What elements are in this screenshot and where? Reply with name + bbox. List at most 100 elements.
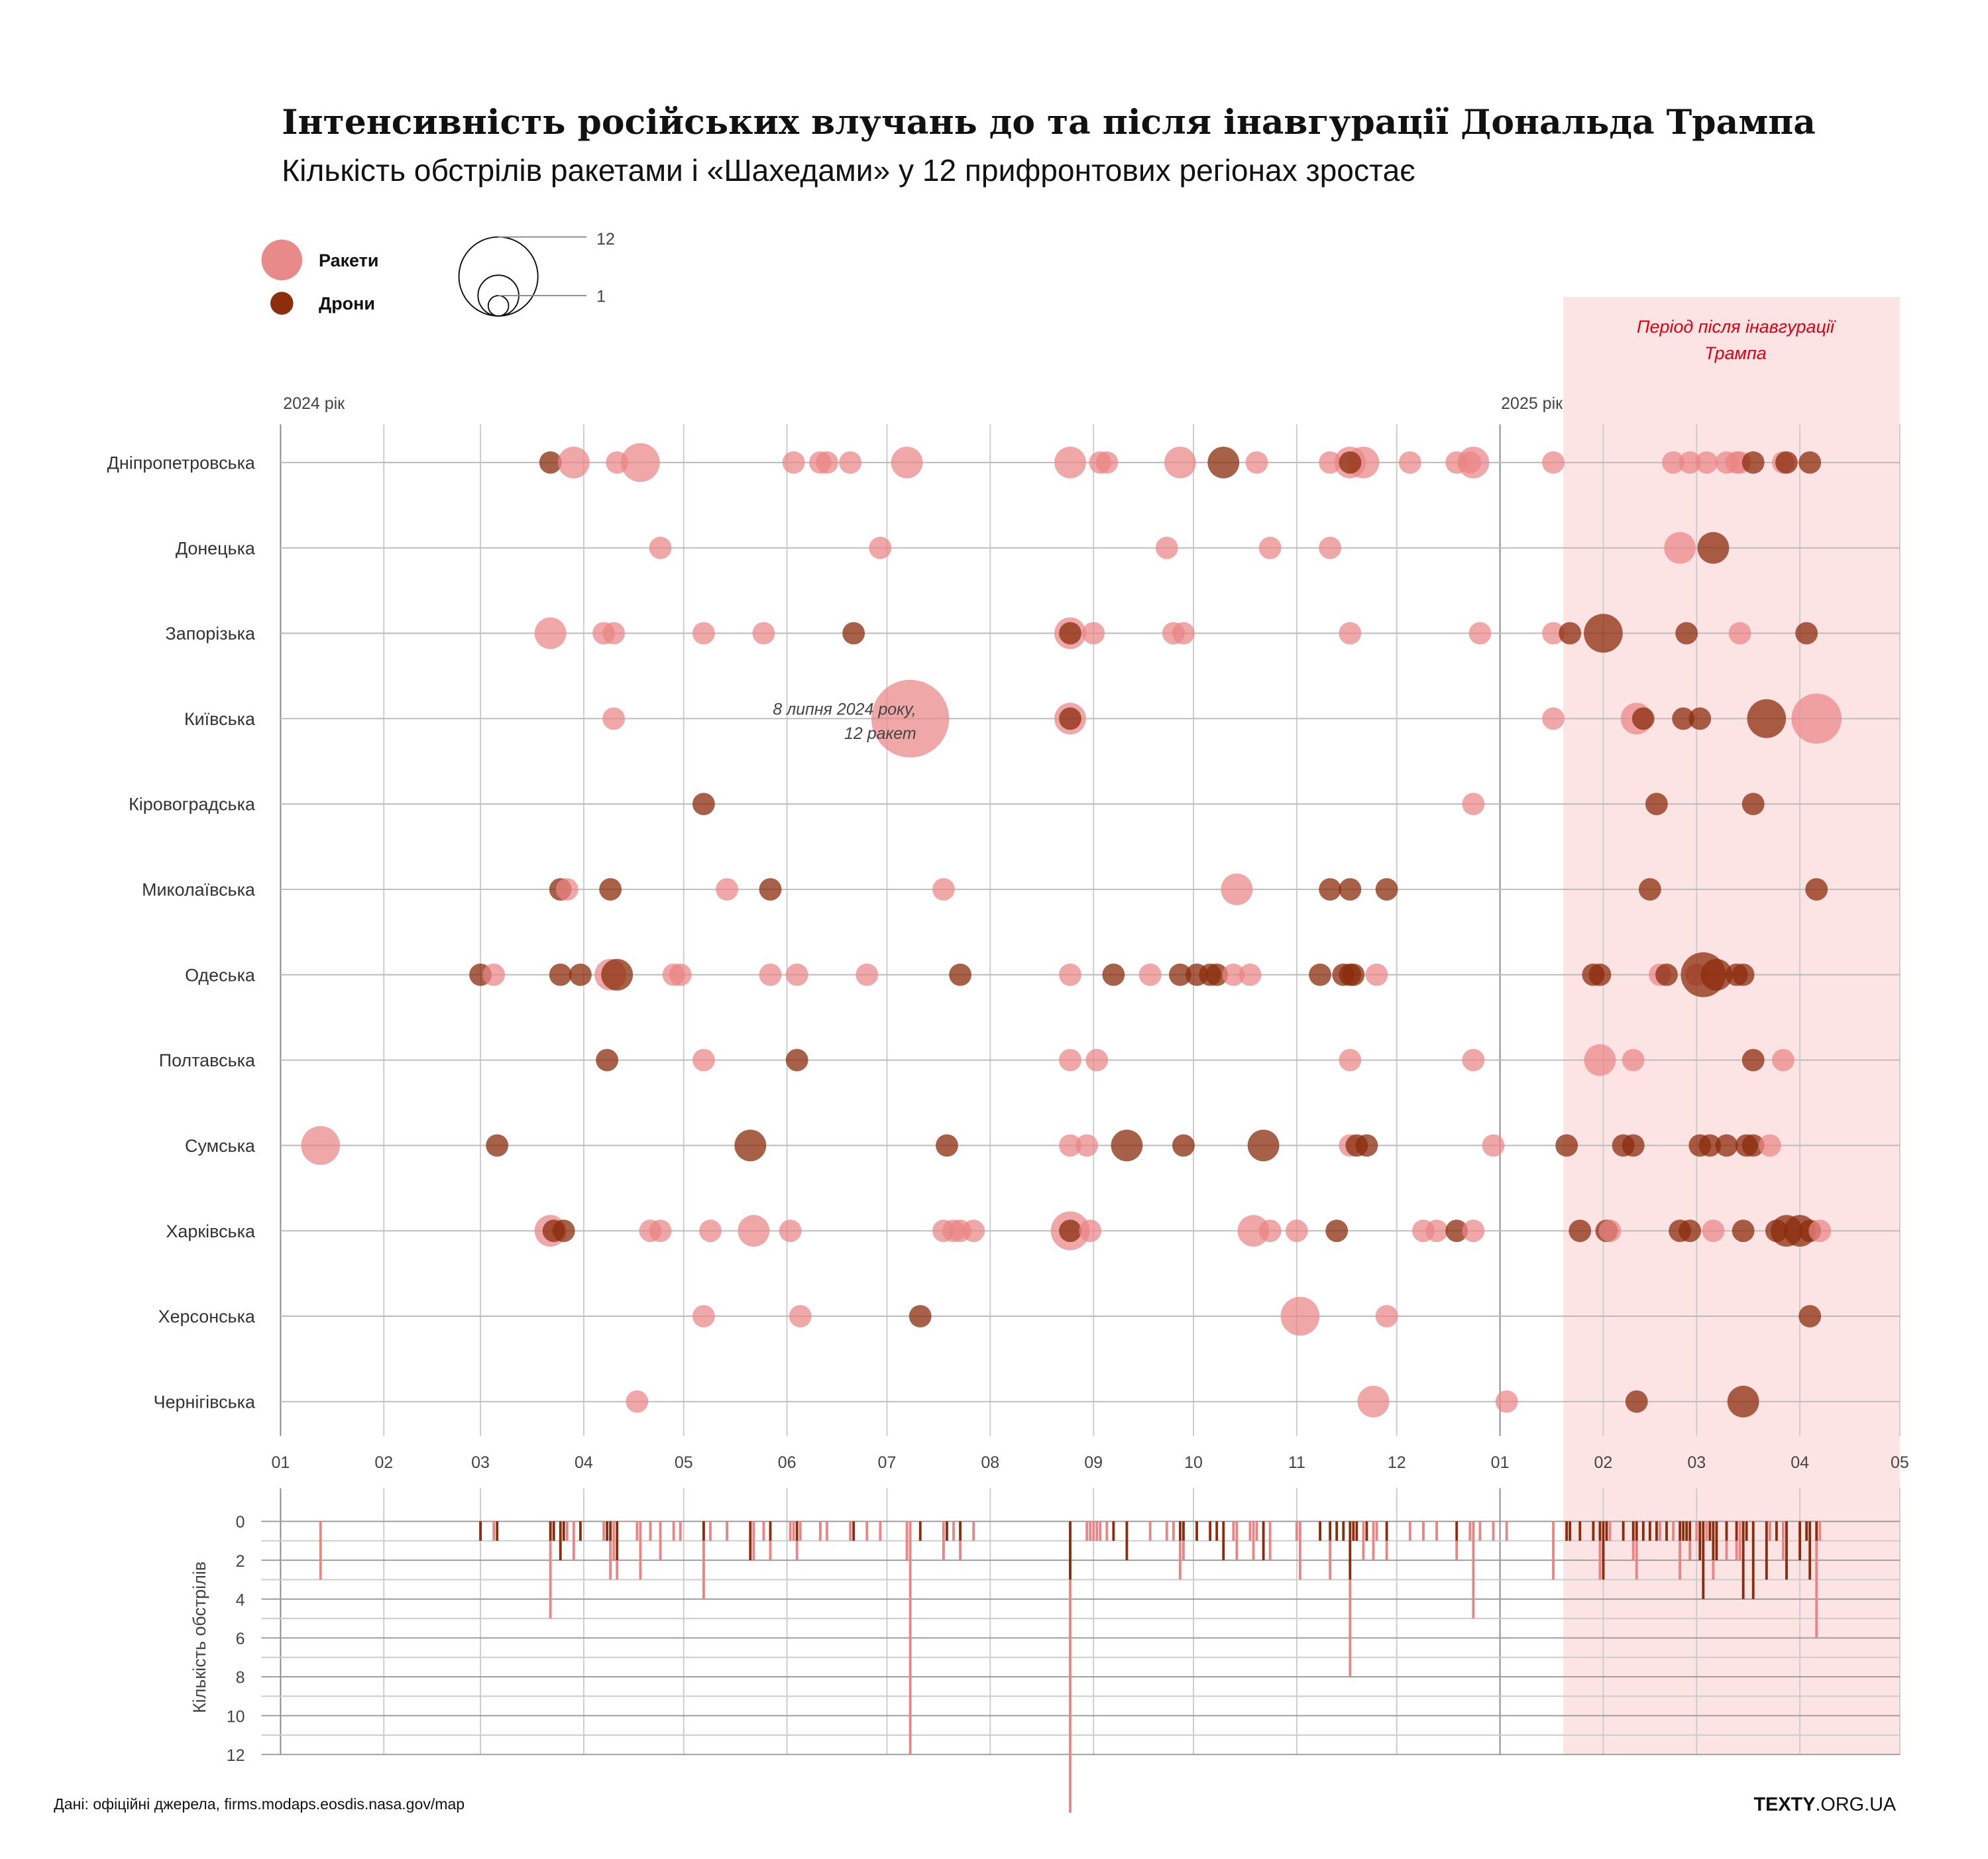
drone-bubble <box>1631 707 1655 730</box>
drone-bar <box>1262 1521 1265 1561</box>
drone-bar <box>1641 1521 1645 1541</box>
rocket-bubble <box>1155 536 1178 559</box>
rocket-bubble <box>1542 622 1565 645</box>
drone-bubble <box>1727 1385 1759 1418</box>
drone-bar <box>609 1521 612 1541</box>
rocket-bubble <box>699 1219 722 1243</box>
x-tick-label: 03 <box>1687 1453 1706 1472</box>
rocket-bar <box>1178 1540 1182 1580</box>
drone-bubble <box>539 451 562 474</box>
drone-bar <box>1565 1521 1569 1541</box>
rocket-bubble <box>1398 451 1421 474</box>
rocket-bar <box>799 1521 802 1541</box>
rocket-bar <box>1815 1540 1818 1638</box>
rocket-bar <box>752 1521 755 1561</box>
drone-bar <box>1785 1521 1788 1580</box>
rocket-bar <box>672 1521 675 1541</box>
rocket-bubble <box>602 707 626 730</box>
x-tick-label: 06 <box>778 1453 797 1472</box>
rocket-bar <box>1095 1521 1099 1541</box>
bar-y-tick-label: 6 <box>236 1630 245 1648</box>
legend-rocket-label: Ракети <box>319 251 378 270</box>
rocket-bar <box>1688 1540 1692 1561</box>
drone-bar <box>1385 1521 1388 1541</box>
rocket-bar <box>1492 1521 1495 1541</box>
drone-bar <box>1178 1521 1182 1541</box>
region-label: Київська <box>184 709 255 729</box>
drone-bubble <box>1325 1219 1349 1243</box>
rocket-bubble <box>555 878 579 901</box>
rocket-bubble <box>1095 451 1119 474</box>
rocket-bar <box>795 1540 799 1561</box>
rocket-bubble <box>1082 622 1105 645</box>
drone-bar <box>1688 1521 1692 1541</box>
rocket-bar <box>1735 1540 1738 1561</box>
drone-bubble <box>734 1129 767 1162</box>
rocket-bubble <box>1164 446 1196 479</box>
logo-rest: .ORG.UA <box>1815 1794 1897 1815</box>
drone-bubble <box>1622 1134 1645 1157</box>
x-tick-label: 05 <box>675 1453 693 1472</box>
drone-bar <box>1745 1521 1748 1541</box>
drone-bubble <box>1172 1134 1195 1157</box>
chart-title: Інтенсивність російських влучань до та п… <box>282 102 1816 142</box>
drone-bar <box>1708 1521 1712 1541</box>
drone-bar <box>852 1521 856 1541</box>
drone-bubble <box>1747 699 1787 738</box>
bar-chart-ylabel: Кількість обстрілів <box>190 1561 209 1713</box>
drone-bar <box>1569 1521 1572 1541</box>
x-tick-label: 05 <box>1891 1453 1909 1472</box>
drone-bubble <box>1207 446 1240 479</box>
rocket-bar <box>679 1521 682 1541</box>
drone-bubble <box>1319 878 1342 901</box>
rocket-bar <box>565 1521 569 1541</box>
drone-bar <box>749 1521 752 1561</box>
rocket-bubble <box>1245 451 1268 474</box>
rocket-bar <box>1148 1521 1152 1541</box>
drone-bubble <box>1655 963 1678 986</box>
drone-bar <box>1182 1521 1185 1541</box>
rocket-bar <box>1468 1521 1472 1541</box>
rocket-bubble <box>1222 963 1245 986</box>
drone-bubble <box>909 1305 932 1327</box>
rocket-bubble <box>621 443 660 482</box>
drone-bubble <box>936 1134 958 1157</box>
rocket-bar <box>492 1521 496 1541</box>
region-label: Харківська <box>166 1221 254 1241</box>
rocket-bar <box>1478 1521 1482 1541</box>
rocket-bar <box>1505 1521 1508 1541</box>
drone-bubble <box>1688 707 1712 730</box>
rocket-bar <box>792 1521 795 1541</box>
bar-y-tick-label: 10 <box>227 1707 245 1726</box>
rocket-bar <box>1069 1579 1072 1813</box>
drone-bar <box>1349 1521 1352 1580</box>
drone-bar <box>1815 1521 1818 1541</box>
period-label-line2: Трампа <box>1704 343 1767 363</box>
rocket-bubble <box>1339 1048 1362 1072</box>
rocket-bubble <box>1138 963 1162 986</box>
drone-bubble <box>1059 707 1081 730</box>
drone-bar <box>1715 1521 1718 1561</box>
size-legend-min: 1 <box>596 288 606 306</box>
drone-bubble <box>1588 963 1612 986</box>
rocket-bubble <box>1221 873 1253 905</box>
rocket-bar <box>1232 1521 1235 1541</box>
rocket-bar <box>1349 1579 1352 1677</box>
rocket-bubble <box>1462 1048 1485 1072</box>
drone-bubble <box>759 878 782 901</box>
drone-bar <box>1365 1521 1368 1541</box>
drone-bar <box>1631 1521 1635 1541</box>
rocket-bubble <box>782 451 805 474</box>
year-label-2024: 2024 рік <box>283 394 345 413</box>
drone-bubble <box>1679 1219 1702 1243</box>
rocket-bar <box>1298 1521 1301 1580</box>
bar-chart-bars <box>319 1521 1822 1813</box>
rocket-bar <box>1375 1521 1378 1541</box>
drone-bar <box>1622 1521 1625 1541</box>
x-tick-label: 01 <box>271 1453 290 1472</box>
drone-bar <box>1602 1521 1605 1580</box>
rocket-bar <box>762 1521 765 1541</box>
drone-bubble <box>785 1048 808 1072</box>
rocket-bubble <box>932 878 955 901</box>
x-tick-label: 12 <box>1388 1453 1406 1472</box>
